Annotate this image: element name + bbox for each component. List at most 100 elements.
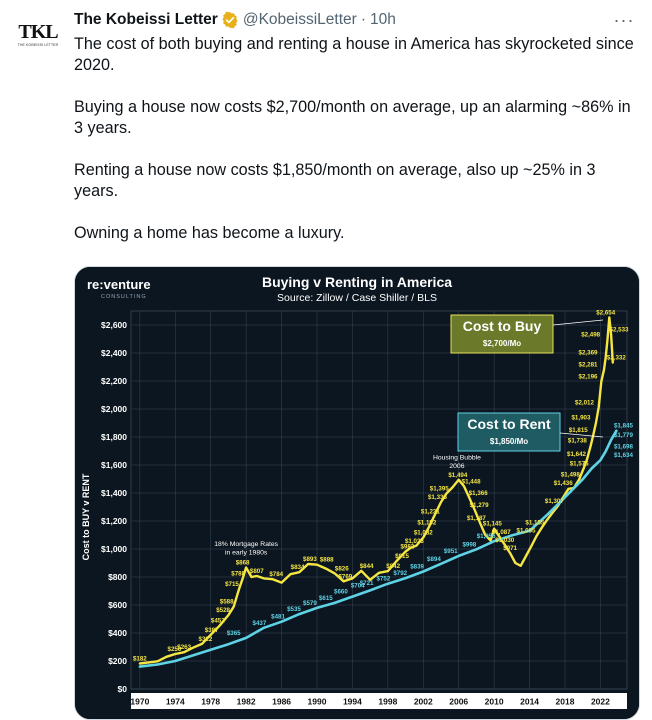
data-label: $834	[291, 564, 305, 571]
data-label: $769	[338, 573, 352, 580]
y-tick-label: $1,400	[101, 488, 127, 498]
y-tick-label: $1,800	[101, 432, 127, 442]
data-label: $1,231	[421, 509, 440, 516]
data-label: $1,082	[414, 530, 433, 537]
x-tick-label: 1994	[343, 697, 362, 707]
x-tick-label: 1978	[201, 697, 220, 707]
data-label: $704	[351, 582, 365, 589]
callout-rent-pointer	[559, 432, 604, 438]
data-label: $263	[177, 644, 191, 651]
data-label: $1,903	[571, 415, 590, 422]
data-label: $322	[199, 636, 213, 643]
data-label: $868	[236, 559, 250, 566]
data-label: $998	[462, 541, 476, 548]
tweet-text: The cost of both buying and renting a ho…	[74, 34, 634, 265]
y-tick-label: $0	[118, 684, 128, 694]
tweet-paragraph: The cost of both buying and renting a ho…	[74, 35, 634, 74]
avatar-subtext: THE KOBEISSI LETTER	[17, 42, 59, 47]
data-label: $788	[231, 571, 245, 578]
x-tick-label: 2006	[449, 697, 468, 707]
data-label: $535	[287, 606, 301, 613]
data-label: $792	[393, 570, 407, 577]
x-tick-label: 2022	[591, 697, 610, 707]
chart-svg: re:venture CONSULTING Buying v Renting i…	[75, 267, 639, 719]
data-label: $1,152	[417, 520, 436, 527]
x-axis-band	[131, 693, 627, 709]
data-label: $387	[205, 627, 219, 634]
data-label: $1,145	[483, 521, 502, 528]
data-label: $1,056	[477, 533, 496, 540]
author-name[interactable]: The Kobeissi Letter	[74, 11, 218, 28]
tweet-paragraph: Owning a home has become a luxury.	[74, 224, 345, 242]
verified-badge-icon[interactable]	[221, 11, 239, 29]
data-label: $2,369	[579, 349, 598, 356]
data-label: $915	[395, 553, 409, 560]
data-label: $365	[227, 630, 241, 637]
annotations: 18% Mortgage Rates in early 1980s Housing …	[214, 454, 481, 556]
callout-rent: Cost to Rent $1,850/Mo	[457, 412, 604, 452]
tweet-paragraph: Renting a house now costs $1,850/month o…	[74, 161, 596, 200]
data-label: $588	[220, 599, 234, 606]
chart-subtitle: Source: Zillow / Case Shiller / BLS	[277, 292, 437, 304]
tweet-header: The Kobeissi Letter @KobeissiLetter · 10…	[74, 9, 636, 31]
chart-title: Buying v Renting in America	[262, 274, 452, 290]
y-axis-label: Cost to BUY v RENT	[81, 473, 91, 560]
x-tick-label: 1974	[166, 697, 185, 707]
x-tick-label: 1998	[378, 697, 397, 707]
callout-rent-title: Cost to Rent	[467, 416, 551, 432]
data-label: $182	[133, 656, 147, 663]
data-label: $1,095	[517, 528, 536, 535]
data-label: $971	[503, 545, 517, 552]
x-tick-label: 1986	[272, 697, 291, 707]
callout-rent-value: $1,850/Mo	[490, 437, 528, 446]
series-lines	[138, 316, 618, 668]
y-tick-label: $1,000	[101, 544, 127, 554]
avatar[interactable]: TKL THE KOBEISSI LETTER	[14, 10, 62, 58]
x-ticks: 1970 1974 1978 1982 1986 1990 1994 1998 2002 2006…	[130, 693, 627, 709]
y-tick-label: $200	[108, 656, 127, 666]
x-tick-label: 2014	[520, 697, 539, 707]
y-tick-label: $2,400	[101, 348, 127, 358]
logo-text: re:venture	[87, 277, 151, 292]
data-label: $807	[250, 568, 264, 575]
data-label: $1,642	[567, 451, 586, 458]
tweet-media-chart[interactable]: re:venture CONSULTING Buying v Renting i…	[74, 266, 640, 720]
callout-buy-value: $2,700/Mo	[483, 339, 521, 348]
data-label: $1,307	[545, 498, 564, 505]
data-label: $888	[320, 557, 334, 564]
data-label: $1,779	[614, 432, 633, 439]
chart-annotation: 18% Mortgage Rates	[214, 541, 278, 548]
data-label: $842	[386, 563, 400, 570]
data-label: $1,155	[525, 519, 544, 526]
data-label: $528	[216, 607, 230, 614]
data-label: $715	[225, 581, 239, 588]
data-label: $1,335	[428, 494, 447, 501]
data-label: $481	[271, 614, 285, 621]
data-label: $579	[303, 600, 317, 607]
callout-buy: Cost to Buy $2,700/Mo	[450, 314, 604, 354]
data-label: $951	[444, 548, 458, 555]
data-label: $1,634	[614, 452, 633, 459]
y-tick-label: $400	[108, 628, 127, 638]
x-tick-label: 1990	[308, 697, 327, 707]
callout-buy-title: Cost to Buy	[463, 318, 542, 334]
data-label: $1,187	[467, 515, 486, 522]
more-options-icon[interactable]: ···	[613, 9, 635, 30]
data-label: $839	[410, 564, 424, 571]
data-label: $893	[303, 556, 317, 563]
data-labels: $182 $250$263 $322 $387 $452 $528$588 $715 $788…	[133, 309, 633, 662]
chart-annotation: 2006	[449, 463, 464, 470]
data-label: $826	[335, 565, 349, 572]
chart-annotation: in early 1980s	[225, 550, 268, 557]
data-label: $615	[319, 595, 333, 602]
data-label: $982	[400, 544, 414, 551]
series-line-rent	[138, 429, 618, 668]
avatar-monogram: TKL	[18, 20, 58, 43]
tweet-paragraph: Buying a house now costs $2,700/month on…	[74, 98, 631, 137]
timestamp[interactable]: 10h	[369, 11, 396, 28]
data-label: $2,498	[581, 331, 600, 338]
data-label: $844	[360, 563, 374, 570]
data-label: $1,815	[569, 427, 588, 434]
author-handle[interactable]: @KobeissiLetter	[242, 11, 357, 28]
